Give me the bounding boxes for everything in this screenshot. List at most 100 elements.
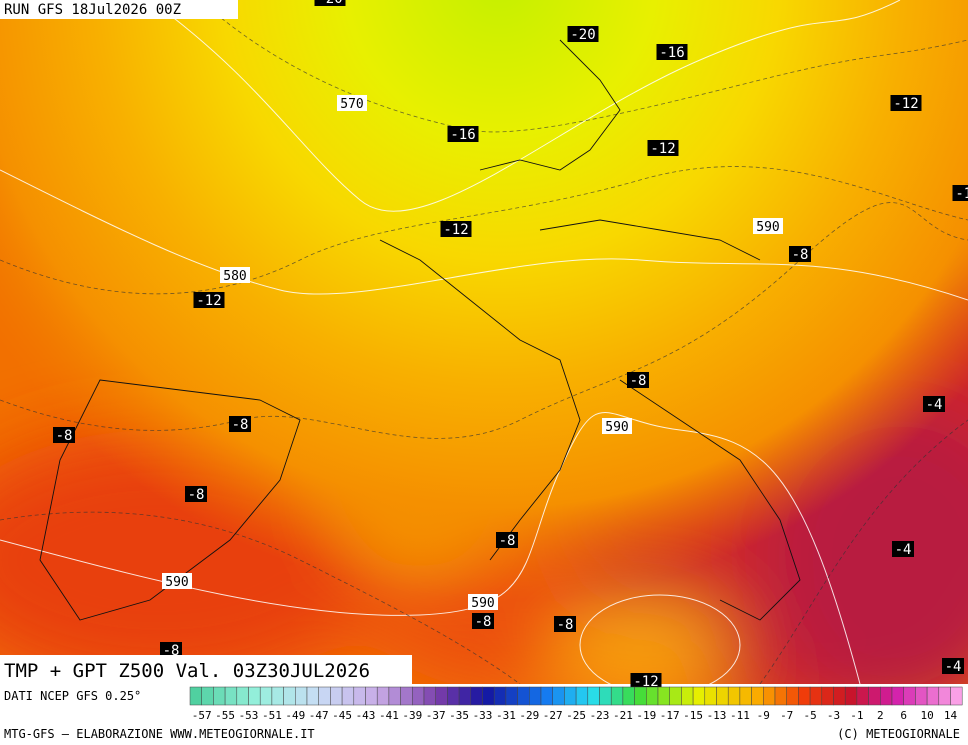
- colorbar-swatch: [435, 686, 448, 706]
- colorbar-swatch: [798, 686, 811, 706]
- colorbar-label: 10: [920, 709, 933, 722]
- colorbar-swatch: [599, 686, 612, 706]
- colorbar-label: -43: [356, 709, 376, 722]
- height-label: 590: [756, 220, 779, 235]
- height-label-box: [337, 95, 367, 111]
- colorbar-swatch: [447, 686, 460, 706]
- colorbar-label: -19: [636, 709, 656, 722]
- temperature-label-box: [160, 642, 182, 658]
- colorbar-swatch: [470, 686, 483, 706]
- temperature-label: -4: [895, 542, 912, 558]
- colorbar-swatch: [950, 686, 963, 706]
- colorbar-swatch: [903, 686, 916, 706]
- temperature-label: -8: [557, 617, 574, 633]
- colorbar-swatch: [763, 686, 776, 706]
- height-label: 570: [340, 97, 363, 112]
- temperature-label: -8: [56, 428, 73, 444]
- temperature-label-box: [447, 126, 479, 142]
- colorbar-swatch: [400, 686, 413, 706]
- colorbar-swatch: [236, 686, 249, 706]
- height-label-box: [753, 218, 783, 234]
- temperature-labels: -20 -20 -16 -12 -16 -12 -12 -12 -8 -12 -8 -4 -8 -8 -8 -…: [53, 0, 968, 690]
- colorbar-label: -5: [803, 709, 816, 722]
- height-label: 580: [223, 269, 246, 284]
- temperature-label-box: [567, 26, 599, 42]
- temperature-label: -8: [499, 533, 516, 549]
- temperature-label-box: [185, 486, 207, 502]
- height-label: 590: [165, 575, 188, 590]
- copyright: (C) METEOGIORNALE: [837, 727, 960, 741]
- temperature-label-box: [496, 532, 518, 548]
- temperature-label: -20: [317, 0, 342, 7]
- temperature-label: -8: [188, 487, 205, 503]
- colorbar-label: -51: [262, 709, 282, 722]
- colorbar-label: -21: [613, 709, 633, 722]
- colorbar-swatch: [283, 686, 296, 706]
- colorbar-swatch: [809, 686, 823, 706]
- colorbar-swatch: [727, 686, 741, 706]
- map-title: TMP + GPT Z500 Val. 03Z30JUL2026: [4, 660, 370, 682]
- height-label-box: [162, 573, 192, 589]
- temperature-label-box: [627, 372, 649, 388]
- temperature-label-box: [789, 246, 811, 262]
- colorbar-labels: -57 -55 -53 -51 -49 -47 -45 -43 -41 -39 -37 -35 -33-…: [192, 709, 958, 722]
- temperature-label: -4: [926, 397, 943, 413]
- colorbar-label: -9: [757, 709, 770, 722]
- colorbar-swatch: [786, 686, 799, 706]
- colorbar-swatch: [657, 686, 670, 706]
- colorbar-swatch: [915, 686, 928, 706]
- colorbar-swatch: [622, 686, 635, 706]
- colorbar-label: -47: [309, 709, 329, 722]
- colorbar-swatch: [716, 686, 729, 706]
- temperature-label: -12: [196, 293, 221, 309]
- colorbar-swatch: [891, 686, 904, 706]
- height-label: 590: [471, 596, 494, 611]
- colorbar: [189, 686, 963, 706]
- colorbar-label: -33: [473, 709, 493, 722]
- temperature-label-box: [656, 44, 688, 60]
- colorbar-label: -31: [496, 709, 516, 722]
- colorbar-swatch: [318, 686, 331, 706]
- colorbar-swatch: [505, 686, 518, 706]
- colorbar-label: -57: [192, 709, 212, 722]
- temperature-label-box: [647, 140, 679, 156]
- colorbar-swatch: [412, 686, 425, 706]
- height-label: 590: [605, 420, 628, 435]
- temperature-label: -16: [659, 45, 684, 61]
- colorbar-swatch: [844, 686, 858, 706]
- temperature-label-box: [942, 658, 964, 674]
- colorbar-swatch: [201, 686, 214, 706]
- colorbar-label: -55: [215, 709, 235, 722]
- temperature-label: -20: [570, 27, 595, 43]
- colorbar-label: -17: [660, 709, 680, 722]
- colorbar-swatch: [634, 686, 647, 706]
- colorbar-swatch: [821, 686, 834, 706]
- temperature-label-box: [53, 427, 75, 443]
- colorbar-swatch: [517, 686, 530, 706]
- temperature-label-box: [630, 673, 662, 689]
- temperature-label: -16: [450, 127, 475, 143]
- colorbar-swatch: [330, 686, 343, 706]
- run-box: [0, 0, 238, 19]
- colorbar-swatch: [376, 686, 390, 706]
- colorbar-label: -53: [239, 709, 259, 722]
- colorbar-swatch: [739, 686, 752, 706]
- colorbar-swatch: [646, 686, 659, 706]
- temperature-label-box: [923, 396, 945, 412]
- colorbar-label: -49: [285, 709, 305, 722]
- temperature-label: -8: [232, 417, 249, 433]
- colorbar-label: -7: [780, 709, 793, 722]
- colorbar-swatch: [224, 686, 238, 706]
- run-label: RUN GFS 18Jul2026 00Z: [4, 2, 181, 18]
- colorbar-label: -23: [590, 709, 610, 722]
- colorbar-swatch: [774, 686, 787, 706]
- colorbar-swatch: [259, 686, 273, 706]
- colorbar-label: -13: [707, 709, 727, 722]
- temperature-label: -12: [443, 222, 468, 238]
- colorbar-swatch: [458, 686, 472, 706]
- temperature-label-box: [952, 185, 968, 201]
- colorbar-swatch: [213, 686, 226, 706]
- colorbar-label: 14: [944, 709, 958, 722]
- temperature-label-box: [193, 292, 225, 308]
